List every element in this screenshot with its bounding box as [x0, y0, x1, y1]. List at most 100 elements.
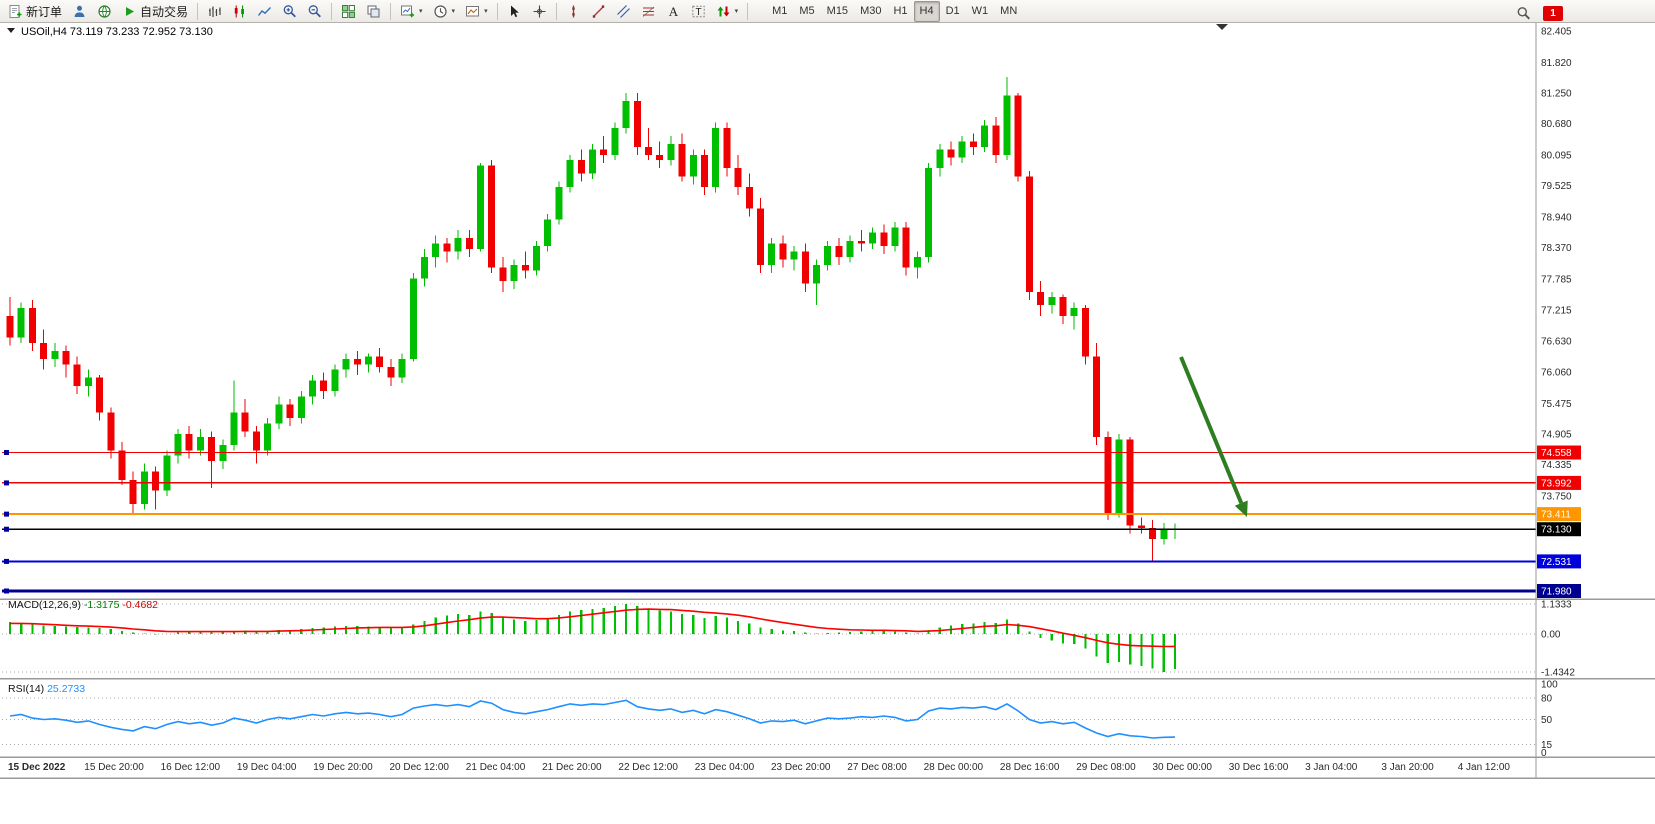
- new-chart-icon: [401, 5, 415, 17]
- dropdown-caret: ▾: [484, 7, 488, 15]
- line-chart-icon: [257, 6, 272, 16]
- time-tick-label: 21 Dec 04:00: [466, 762, 526, 773]
- timeframe-toolbar: M1 M5 M15 M30 H1 H4 D1 W1 MN: [766, 0, 1023, 22]
- timeframe-button-d1[interactable]: D1: [945, 5, 960, 17]
- price-tick-label: 74.335: [1541, 460, 1572, 471]
- line-handle[interactable]: [4, 511, 9, 517]
- notification-badge[interactable]: 1: [1543, 6, 1563, 21]
- timeframe-button-m30[interactable]: M30: [860, 5, 882, 17]
- price-tick-label: 77.215: [1541, 305, 1572, 316]
- time-tick-label: 23 Dec 20:00: [771, 762, 831, 773]
- zoom-in-button[interactable]: [277, 1, 302, 22]
- zoom-out-button[interactable]: [302, 1, 327, 22]
- line-handle[interactable]: [4, 526, 9, 532]
- svg-text:T: T: [695, 7, 701, 18]
- arrow-shapes-button[interactable]: ▾: [711, 1, 744, 22]
- price-axis[interactable]: 82.405 81.820 81.250 80.680 80.095 79.525 78.9…: [1537, 27, 1581, 760]
- fibonacci-tool-button[interactable]: [636, 1, 661, 22]
- chart-shift-marker[interactable]: [1216, 24, 1228, 30]
- time-tick-label: 28 Dec 16:00: [1000, 762, 1060, 773]
- rsi-axis-label: 15: [1541, 740, 1553, 751]
- time-tick-label: 30 Dec 00:00: [1153, 762, 1213, 773]
- candlestick-mode-button[interactable]: [227, 1, 252, 22]
- channel-tool-button[interactable]: [611, 1, 636, 22]
- rsi-axis-label: 80: [1541, 694, 1553, 705]
- line-handle[interactable]: [4, 588, 9, 594]
- timeframe-button-m1[interactable]: M1: [772, 5, 788, 17]
- crosshair-tool-button[interactable]: [527, 1, 552, 22]
- time-tick-label: 27 Dec 08:00: [847, 762, 907, 773]
- symbol-title: USOil,H4 73.119 73.233 72.952 73.130: [21, 26, 213, 38]
- toolbar-separator: [331, 2, 333, 20]
- dropdown-caret: ▾: [451, 7, 456, 15]
- rsi-line: [9, 699, 1176, 739]
- price-tick-label: 73.750: [1541, 491, 1572, 502]
- search-button[interactable]: [1511, 3, 1536, 24]
- cursor-icon: [510, 5, 519, 17]
- timeframe-button-m15[interactable]: M15: [826, 5, 849, 17]
- rsi-axis-label: 100: [1541, 680, 1558, 691]
- toolbar-separator: [747, 2, 749, 20]
- rsi-label: RSI(14) 25.2733: [8, 683, 85, 695]
- search-icon: [1517, 7, 1530, 20]
- clock-icon: [433, 4, 447, 18]
- toolbar-right-group: 1: [1511, 3, 1563, 24]
- toolbar-separator: [555, 2, 557, 20]
- bar-chart-mode-button[interactable]: [202, 1, 227, 22]
- vertical-line-tool-button[interactable]: [561, 1, 586, 22]
- price-tick-label: 78.940: [1541, 213, 1572, 224]
- line-handle[interactable]: [4, 558, 9, 564]
- new-chart-button[interactable]: ▾: [395, 1, 428, 22]
- price-badge-label: 73.992: [1541, 478, 1572, 489]
- timeframes-menu-button[interactable]: ▾: [428, 1, 461, 22]
- cursor-tool-button[interactable]: [502, 1, 527, 22]
- line-chart-mode-button[interactable]: [252, 1, 277, 22]
- cascade-windows-button[interactable]: [361, 1, 386, 22]
- timeframe-button-h1[interactable]: H1: [893, 5, 908, 17]
- time-axis[interactable]: 15 Dec 2022 15 Dec 20:00 16 Dec 12:00 19 De…: [8, 762, 1510, 773]
- main-toolbar: 新订单 自动交易: [0, 0, 1655, 23]
- price-tick-label: 77.785: [1541, 275, 1572, 286]
- zoom-in-icon: [283, 4, 296, 17]
- price-badge: [1537, 445, 1581, 460]
- timeframe-button-h4[interactable]: H4: [913, 0, 940, 22]
- new-order-icon: [9, 4, 22, 18]
- trend-arrow-line[interactable]: [1179, 356, 1244, 504]
- timeframe-button-w1[interactable]: W1: [971, 5, 989, 17]
- web-terminal-button[interactable]: [92, 1, 117, 22]
- rsi-axis-label: 50: [1541, 715, 1553, 726]
- trend-arrow-head[interactable]: [1234, 500, 1248, 517]
- timeframe-button-m5[interactable]: M5: [799, 5, 815, 17]
- macd-signal-line: [10, 608, 1176, 648]
- auto-trading-button[interactable]: 自动交易: [117, 1, 193, 22]
- user-icon: [74, 5, 85, 17]
- text-label-icon: T: [691, 5, 705, 18]
- time-tick-label: 15 Dec 2022: [8, 762, 66, 773]
- text-tool-button[interactable]: A: [661, 1, 686, 22]
- auto-trading-label: 自动交易: [140, 4, 189, 19]
- market-watch-button[interactable]: [67, 1, 92, 22]
- timeframe-button-mn[interactable]: MN: [1000, 5, 1018, 17]
- new-order-button[interactable]: 新订单: [3, 1, 67, 22]
- line-handle[interactable]: [4, 480, 9, 486]
- time-tick-label: 22 Dec 12:00: [618, 762, 678, 773]
- new-order-label: 新订单: [26, 4, 63, 19]
- trendline-tool-button[interactable]: [586, 1, 611, 22]
- tile-windows-icon: [342, 4, 356, 18]
- time-tick-label: 29 Dec 08:00: [1076, 762, 1136, 773]
- line-handle[interactable]: [4, 450, 9, 456]
- candlestick-icon: [234, 5, 245, 17]
- macd-axis-label: 0.00: [1541, 630, 1561, 641]
- price-badge: [1537, 507, 1581, 522]
- text-label-tool-button[interactable]: T: [686, 1, 711, 22]
- auto-trading-play-icon: [126, 6, 135, 16]
- template-menu-button[interactable]: ▾: [460, 1, 493, 22]
- price-tick-label: 82.405: [1541, 27, 1572, 38]
- crosshair-icon: [533, 5, 546, 17]
- symbol-menu-icon[interactable]: [7, 28, 15, 33]
- dropdown-caret: ▾: [734, 7, 739, 15]
- price-tick-label: 78.370: [1541, 243, 1572, 254]
- tile-windows-button[interactable]: [336, 1, 361, 22]
- price-badge-label: 74.558: [1541, 448, 1572, 459]
